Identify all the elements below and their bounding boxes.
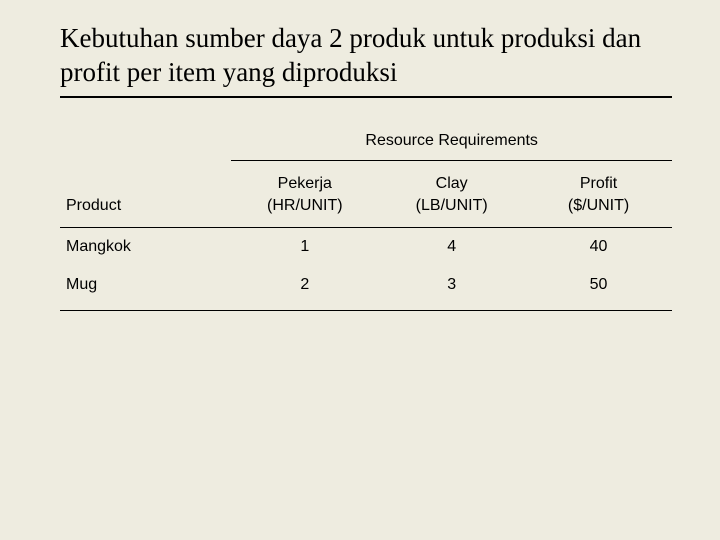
col-header-product: Product xyxy=(60,195,231,228)
col-header-profit: Profit xyxy=(525,161,672,195)
cell-value: 1 xyxy=(231,228,378,266)
col-header-clay: Clay xyxy=(378,161,525,195)
resource-table: Resource Requirements Pekerja Clay Profi… xyxy=(60,122,672,311)
table-row: Mangkok 1 4 40 xyxy=(60,228,672,266)
col-unit-clay: (LB/UNIT) xyxy=(378,195,525,228)
col-header-pekerja: Pekerja xyxy=(231,161,378,195)
slide-title: Kebutuhan sumber daya 2 produk untuk pro… xyxy=(60,22,672,98)
col-unit-pekerja: (HR/UNIT) xyxy=(231,195,378,228)
cell-product: Mug xyxy=(60,266,231,311)
cell-value: 4 xyxy=(378,228,525,266)
col-unit-profit: ($/UNIT) xyxy=(525,195,672,228)
cell-product: Mangkok xyxy=(60,228,231,266)
table-row: Mug 2 3 50 xyxy=(60,266,672,311)
cell-value: 40 xyxy=(525,228,672,266)
cell-value: 3 xyxy=(378,266,525,311)
cell-value: 50 xyxy=(525,266,672,311)
spanner-header: Resource Requirements xyxy=(231,122,672,161)
cell-value: 2 xyxy=(231,266,378,311)
